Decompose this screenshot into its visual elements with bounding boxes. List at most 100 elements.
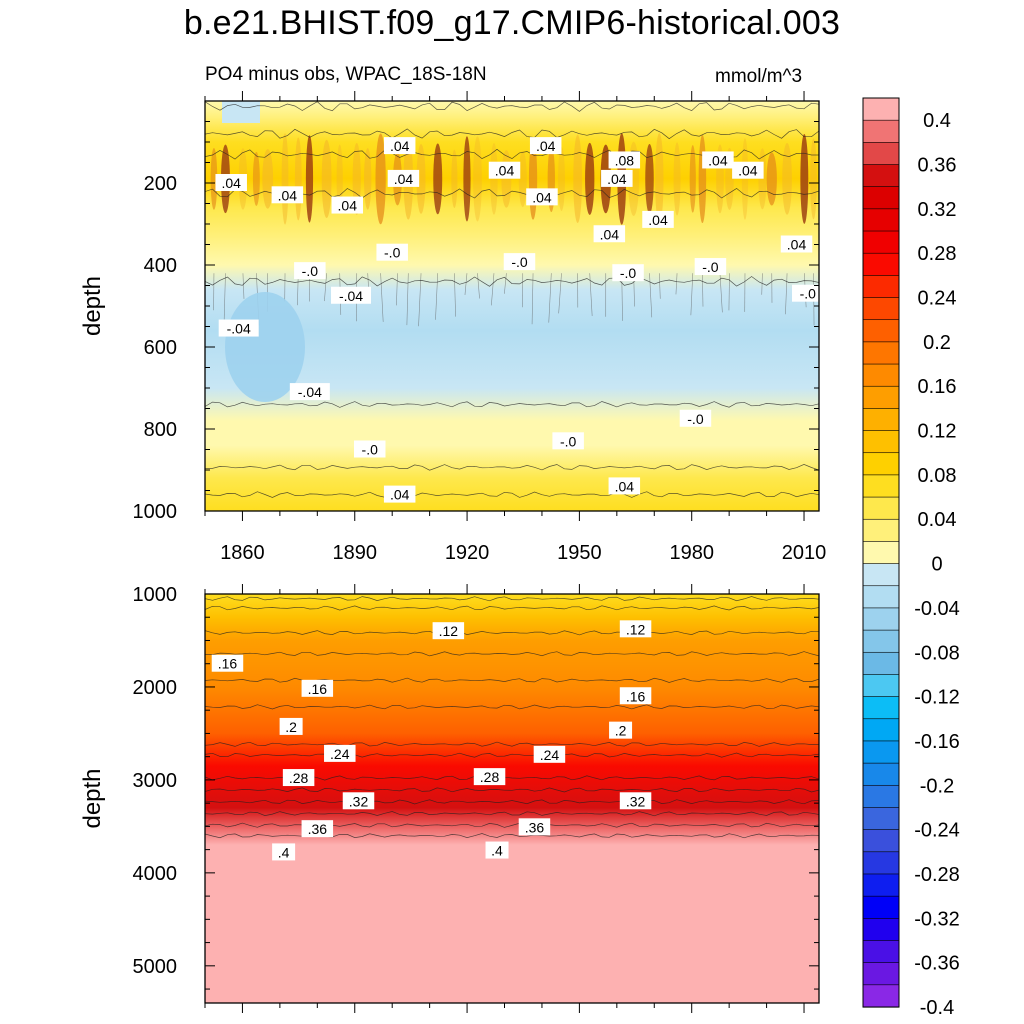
contour-label-box: [608, 151, 641, 169]
contour-label: .04: [383, 137, 416, 155]
contour-label: .04: [608, 477, 641, 495]
contour-label-box: [593, 225, 626, 243]
contour-label-text: .32: [349, 793, 369, 809]
colorbar-box: [862, 186, 900, 210]
variability-streak: [719, 273, 723, 313]
colorbar-label: -0.12: [914, 687, 960, 709]
contour-label: .12: [619, 620, 652, 638]
colorbar-box: [862, 496, 900, 520]
y-tick-label: 1000: [133, 501, 178, 523]
colorbar-box: [862, 895, 900, 919]
contour-label-box: [780, 235, 813, 253]
variability-streak: [416, 144, 426, 214]
y-tick-label: 800: [144, 419, 177, 441]
contour-label: -.0: [552, 432, 584, 450]
y-tick-label: 1000: [133, 584, 178, 606]
variability-streak: [645, 144, 654, 214]
contour-label: .04: [526, 188, 558, 206]
colorbar-box: [862, 807, 900, 831]
units-label: mmol/m^3: [715, 66, 803, 87]
variability-streak: [210, 148, 218, 210]
colorbar-label: -0.2: [920, 775, 954, 797]
contour-label: .28: [473, 768, 506, 786]
contour-label-box: [218, 319, 259, 337]
contour-label-box: [387, 169, 420, 187]
contour-label-box: [485, 841, 509, 859]
variability-streak: [800, 133, 809, 224]
contour-line: [205, 464, 819, 471]
upper-ocean-contours: [205, 101, 819, 498]
variability-streak: [454, 273, 456, 317]
contour-line: [205, 651, 819, 657]
colorbar-label: 0.24: [918, 288, 957, 310]
colorbar-box: [862, 252, 900, 276]
variability-streak: [451, 149, 458, 208]
variability-streak: [758, 148, 767, 210]
variability-streak: [242, 273, 245, 299]
contour-label: .16: [619, 687, 652, 705]
contour-label: .04: [215, 174, 247, 191]
contour-label-text: -.0: [800, 286, 817, 302]
contour-line: [205, 787, 819, 793]
contour-label-box: [609, 721, 633, 739]
contour-label-box: [289, 383, 330, 401]
variability-streak: [336, 144, 343, 214]
colorbar-label: -0.36: [914, 953, 960, 975]
contour-label: -.0: [376, 243, 408, 261]
colorbar-box: [862, 142, 900, 166]
variability-streak: [728, 273, 730, 311]
colorbar-label: 0: [931, 554, 942, 576]
variability-streak: [406, 273, 409, 326]
contour-label: -.0: [694, 258, 727, 276]
colorbar-label: 0.28: [918, 243, 957, 265]
x-tick-label: 1860: [220, 542, 265, 564]
colorbar-label: -0.08: [914, 642, 960, 664]
contour-label-text: .28: [480, 769, 500, 785]
contour-label-text: -.04: [227, 321, 251, 337]
contour-label: -.04: [289, 383, 330, 401]
contour-label-box: [488, 161, 521, 179]
contour-label: -.0: [503, 253, 536, 271]
contour-label-box: [383, 137, 416, 155]
contour-label-box: [215, 174, 247, 191]
contour-line: [205, 128, 819, 140]
contour-label: .04: [331, 196, 364, 214]
y-tick-label: 3000: [133, 770, 178, 792]
contour-label-text: -.0: [620, 265, 637, 281]
contour-label-box: [601, 169, 633, 187]
contour-label-text: .24: [330, 746, 350, 762]
contour-label-box: [342, 792, 375, 810]
contour-label: -.0: [612, 264, 644, 282]
contour-label-box: [432, 622, 465, 640]
variability-streak: [433, 143, 443, 215]
colorbar-box: [862, 962, 900, 986]
contour-label: .04: [529, 137, 562, 155]
variability-streak: [490, 143, 498, 215]
colorbar-box: [862, 541, 900, 565]
contour-line: [205, 401, 819, 408]
contour-label-box: [552, 432, 584, 450]
variability-streak: [463, 136, 471, 222]
colorbar-label: -0.24: [914, 820, 960, 842]
variability-streak: [504, 273, 507, 294]
contour-label-box: [279, 717, 303, 735]
contour-label: .04: [702, 151, 734, 169]
contour-label-text: .4: [278, 844, 290, 860]
colorbar-box: [862, 984, 900, 1008]
deep-ocean-axes: 1000 2000 3000 4000 5000 depth: [79, 584, 819, 1013]
contour-label: .04: [488, 161, 521, 179]
variability-streak: [782, 143, 792, 215]
contour-label: .36: [518, 818, 551, 836]
variability-streak: [698, 134, 707, 224]
contour-label-text: .04: [495, 163, 515, 179]
colorbar-box: [862, 474, 900, 498]
contour-label-text: -.0: [560, 433, 577, 449]
contour-label-box: [679, 409, 712, 427]
contour-line: [205, 491, 819, 498]
contour-label-text: .04: [787, 237, 807, 253]
colorbar: 0.4 0.36 0.32 0.28 0.24 0.2 0.16 0.12 0.08 0.04 0 -…: [862, 97, 960, 1019]
variability-streak: [573, 134, 582, 224]
y-tick-label: 2000: [133, 677, 178, 699]
contour-label-box: [271, 186, 304, 204]
contour-label: .08: [608, 151, 641, 169]
